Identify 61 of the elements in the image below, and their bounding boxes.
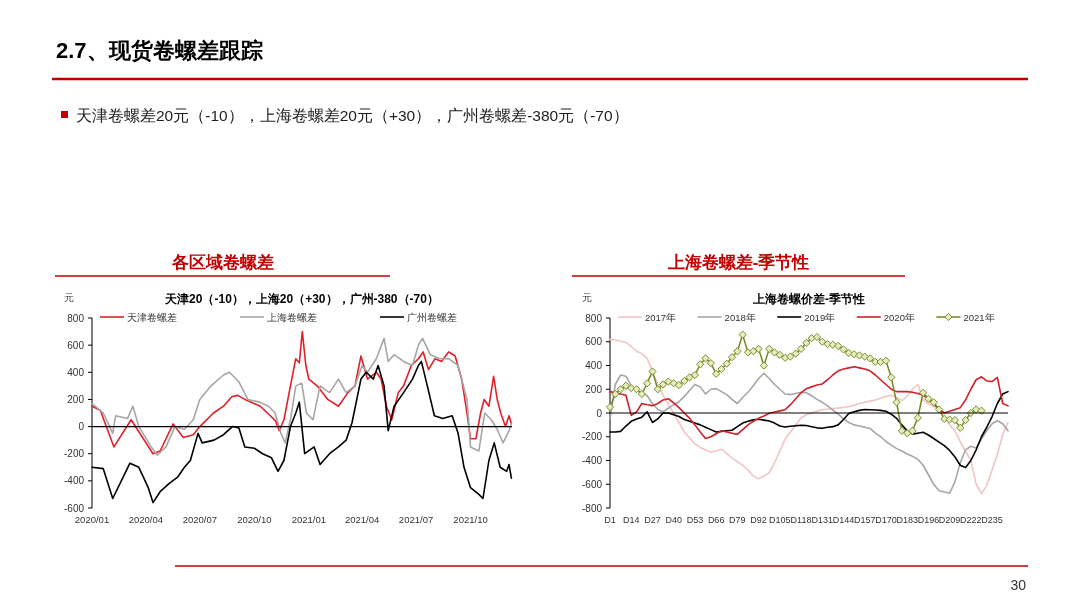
y-tick-label: 200 — [585, 383, 603, 395]
y-tick-label: -400 — [63, 475, 85, 487]
x-tick-label: 2021/10 — [453, 514, 488, 525]
legend-label: 2017年 — [645, 311, 677, 323]
y-tick-label: -400 — [581, 455, 603, 466]
chart-subtitle: 天津20（-10），上海20（+30），广州-380（-70） — [164, 292, 439, 306]
x-tick-label: D209 — [938, 515, 961, 525]
y-axis-title: 元 — [582, 292, 592, 303]
y-tick-label: 800 — [585, 312, 603, 324]
x-tick-label: D66 — [707, 515, 725, 525]
x-tick-label: 2021/04 — [344, 514, 380, 525]
x-tick-label: D27 — [644, 515, 661, 525]
legend-label: 2019年 — [804, 311, 836, 323]
y-tick-label: 0 — [596, 407, 603, 419]
y-tick-label: -600 — [581, 478, 603, 490]
x-tick-label: D79 — [729, 515, 746, 525]
x-tick-label: 2020/07 — [182, 514, 217, 525]
y-tick-label: 200 — [67, 393, 85, 405]
y-tick-label: -600 — [63, 502, 85, 514]
text: 2.7、现货卷螺差跟踪 — [56, 38, 263, 63]
x-tick-label: D235 — [981, 515, 1003, 525]
legend-label: 天津卷螺差 — [127, 311, 177, 323]
x-tick-label: D1 — [604, 515, 616, 525]
x-tick-label: D53 — [686, 515, 704, 525]
x-tick-label: D105 — [769, 515, 791, 525]
x-tick-label: D92 — [750, 515, 767, 525]
legend-label: 上海卷螺差 — [267, 311, 317, 323]
x-tick-label: 2021/07 — [398, 514, 434, 525]
y-tick-label: 400 — [585, 360, 603, 371]
x-tick-label: 2020/01 — [74, 514, 110, 525]
x-tick-label: D118 — [790, 515, 812, 525]
legend-label: 2018年 — [724, 311, 756, 323]
text: 天津卷螺差20元（-10），上海卷螺差20元（+30），广州卷螺差-380元（-70） — [76, 107, 629, 124]
y-tick-label: -200 — [581, 431, 603, 443]
y-tick-label: 600 — [585, 336, 603, 348]
y-tick-label: 800 — [67, 312, 85, 324]
x-tick-label: 2020/10 — [237, 514, 272, 525]
y-tick-label: 600 — [67, 339, 85, 351]
y-tick-label: 0 — [78, 421, 85, 433]
x-tick-label: 2020/04 — [128, 514, 164, 525]
x-tick-label: D157 — [853, 515, 876, 525]
y-axis-title: 元 — [64, 292, 74, 303]
x-tick-label: D222 — [960, 515, 982, 525]
x-tick-label: D40 — [665, 515, 682, 525]
x-tick-label: D183 — [896, 515, 918, 525]
x-tick-label: D196 — [917, 515, 940, 525]
y-tick-label: -800 — [581, 502, 603, 514]
legend-label: 2020年 — [883, 311, 915, 323]
legend-label: 广州卷螺差 — [407, 311, 457, 323]
text: 30 — [1010, 577, 1027, 593]
x-tick-label: 2021/01 — [291, 514, 326, 525]
legend-label: 2021年 — [963, 311, 995, 323]
x-tick-label: D131 — [811, 515, 834, 525]
y-tick-label: -200 — [63, 448, 85, 460]
y-tick-label: 400 — [67, 366, 85, 378]
chart-title: 各区域卷螺差 — [170, 253, 274, 272]
x-tick-label: D144 — [832, 515, 855, 525]
chart-subtitle: 上海卷螺价差-季节性 — [752, 292, 865, 306]
x-tick-label: D14 — [622, 515, 640, 525]
x-tick-label: D170 — [875, 515, 897, 525]
chart-title: 上海卷螺差-季节性 — [666, 253, 810, 272]
